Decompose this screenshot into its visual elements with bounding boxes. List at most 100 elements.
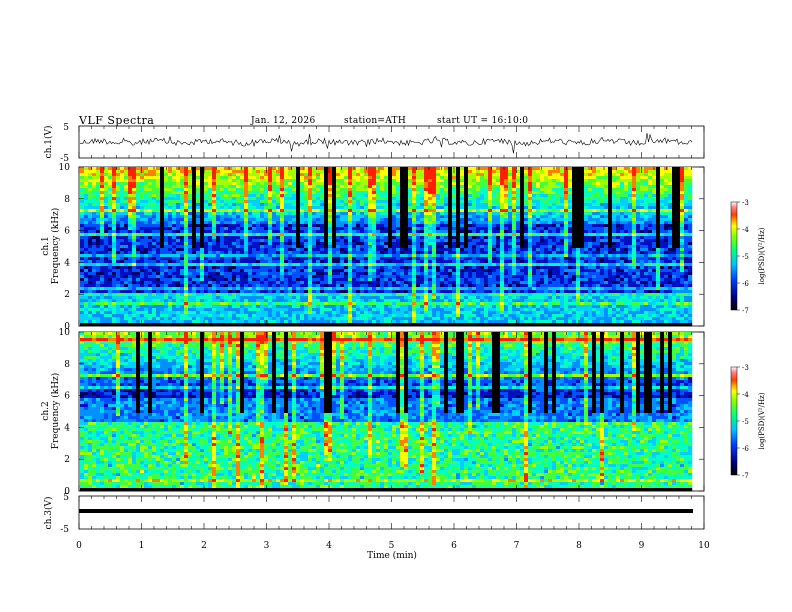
spectrogram-cell — [356, 239, 361, 243]
spectrogram-cell — [372, 263, 377, 267]
spectrogram-cell — [284, 257, 289, 261]
spectrogram-cell — [440, 191, 445, 195]
spectrogram-cell — [264, 272, 269, 276]
spectrogram-cell — [212, 308, 217, 312]
spectrogram-cell — [252, 215, 257, 219]
spectrogram-cell — [360, 293, 365, 297]
spectrogram-cell — [168, 209, 173, 213]
spectrogram-cell — [348, 218, 353, 222]
spectrogram-cell — [188, 314, 193, 318]
spectrogram-cell — [320, 221, 325, 225]
spectrogram-cell — [88, 293, 93, 297]
spectrogram-cell — [224, 311, 229, 315]
spectrogram-cell — [128, 218, 133, 222]
spectrogram-cell — [328, 179, 333, 183]
spectrogram-cell — [188, 182, 193, 186]
spectrogram-cell — [136, 308, 141, 312]
spectrogram-cell — [264, 278, 269, 282]
spectrogram-cell — [372, 170, 377, 174]
spectrogram-cell — [404, 179, 409, 183]
spectrogram-cell — [412, 248, 417, 252]
spectrogram-cell — [208, 251, 213, 255]
spectrogram-cell — [400, 197, 405, 201]
spectrogram-cell — [100, 170, 105, 174]
spectrogram-cell — [312, 227, 317, 231]
spectrogram-cell — [284, 299, 289, 303]
spectrogram-cell — [288, 182, 293, 186]
spectrogram-cell — [92, 242, 97, 246]
spectrogram-cell — [240, 248, 245, 252]
spectrogram-cell — [136, 290, 141, 294]
spectrogram-cell — [336, 251, 341, 255]
spectrogram-cell — [240, 269, 245, 273]
spectrogram-cell — [100, 284, 105, 288]
spectrogram-cell — [360, 287, 365, 291]
spectrogram-cell — [444, 182, 449, 186]
spectrogram-cell — [136, 251, 141, 255]
spectrogram-cell — [284, 197, 289, 201]
spectrogram-cell — [416, 236, 421, 240]
spectrogram-cell — [360, 248, 365, 252]
spectrogram-cell — [424, 314, 429, 318]
spectrogram-cell — [192, 248, 197, 252]
spectrogram-cell — [432, 281, 437, 285]
spectrogram-cell — [88, 185, 93, 189]
spectrogram-cell — [232, 188, 237, 192]
spectrogram-cell — [132, 308, 137, 312]
spectrogram-cell — [192, 287, 197, 291]
spectrogram-cell — [168, 263, 173, 267]
spectrogram-cell — [192, 302, 197, 306]
spectrogram-cell — [352, 308, 357, 312]
spectrogram-cell — [424, 203, 429, 207]
spectrogram-cell — [372, 314, 377, 318]
spectrogram-cell — [436, 281, 441, 285]
spectrogram-cell — [372, 212, 377, 216]
spectrogram-cell — [224, 308, 229, 312]
spectrogram-cell — [228, 320, 233, 324]
spectrogram-cell — [124, 197, 129, 201]
spectrogram-cell — [400, 182, 405, 186]
spectrogram-cell — [356, 242, 361, 246]
spectrogram-cell — [164, 197, 169, 201]
spectrogram-cell — [292, 284, 297, 288]
spectrogram-cell — [436, 284, 441, 288]
spectrogram-cell — [160, 215, 165, 219]
spectrogram-cell — [92, 290, 97, 294]
spectrogram-cell — [164, 242, 169, 246]
spectrogram-cell — [436, 287, 441, 291]
spectrogram-cell — [260, 221, 265, 225]
spectrogram-cell — [280, 257, 285, 261]
spectrogram-cell — [300, 215, 305, 219]
spectrogram-cell — [432, 167, 437, 171]
spectrogram-cell — [308, 194, 313, 198]
spectrogram-cell — [348, 245, 353, 249]
spectrogram-cell — [108, 299, 113, 303]
spectrogram-cell — [380, 320, 385, 324]
spectrogram-cell — [188, 272, 193, 276]
spectrogram-cell — [128, 314, 133, 318]
spectrogram-cell — [340, 224, 345, 228]
spectrogram-cell — [376, 179, 381, 183]
spectrogram-cell — [340, 260, 345, 264]
spectrogram-cell — [188, 203, 193, 207]
spectrogram-cell — [228, 314, 233, 318]
spectrogram-cell — [204, 176, 209, 180]
spectrogram-cell — [92, 209, 97, 213]
spectrogram-cell — [412, 233, 417, 237]
spectrogram-cell — [88, 263, 93, 267]
spectrogram-cell — [244, 203, 249, 207]
spectrogram-cell — [196, 275, 201, 279]
spectrogram-cell — [380, 317, 385, 321]
spectrogram-cell — [424, 206, 429, 210]
spectrogram-cell — [204, 218, 209, 222]
spectrogram-cell — [144, 263, 149, 267]
spectrogram-cell — [412, 227, 417, 231]
spectrogram-cell — [112, 257, 117, 261]
spectrogram-cell — [332, 260, 337, 264]
spectrogram-cell — [372, 323, 377, 327]
spectrogram-cell — [300, 314, 305, 318]
spectrogram-cell — [380, 218, 385, 222]
spectrogram-cell — [380, 314, 385, 318]
spectrogram-cell — [324, 236, 329, 240]
spectrogram-cell — [320, 269, 325, 273]
